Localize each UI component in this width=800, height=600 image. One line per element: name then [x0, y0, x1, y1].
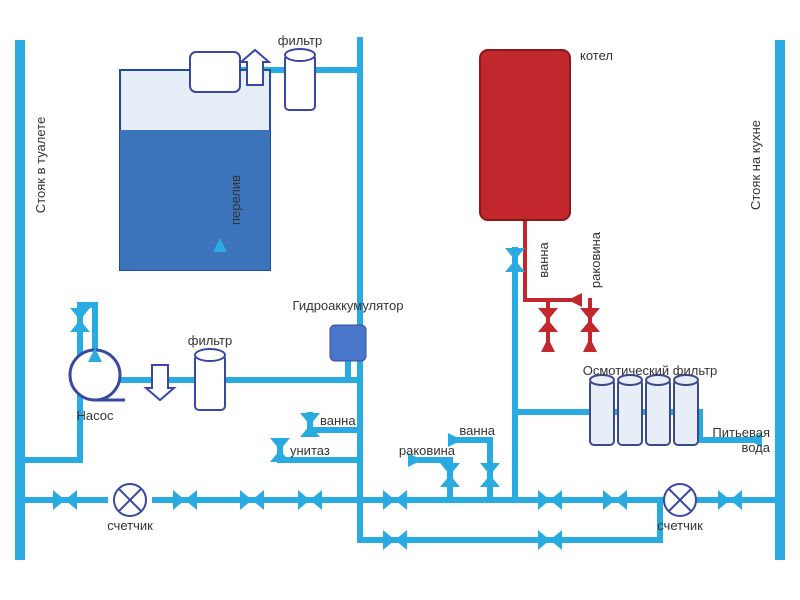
flow-arrow-icon [541, 338, 555, 352]
valve-icon [240, 490, 264, 510]
diagram-label: Стояк на кухне [748, 120, 763, 210]
diagram-label: Осмотический фильтр [583, 363, 718, 378]
valve-icon [383, 530, 407, 550]
valve-icon [505, 248, 525, 272]
water-tank [120, 70, 270, 270]
flow-arrow-icon [583, 338, 597, 352]
valve-icon [173, 490, 197, 510]
filter-top [285, 49, 315, 110]
hydro-accumulator [330, 325, 366, 361]
valve-icon [580, 308, 600, 332]
valve-icon [53, 490, 77, 510]
diagram-label: Питьевая [712, 425, 770, 440]
valve-icon [440, 463, 460, 487]
diagram-label: ванна [536, 241, 551, 277]
flow-arrow-icon [568, 293, 582, 307]
water-meter [114, 484, 146, 516]
valve-icon [538, 530, 562, 550]
valve-icon [298, 490, 322, 510]
diagram-label: ванна [320, 413, 356, 428]
diagram-label: вода [741, 440, 770, 455]
diagram-label: фильтр [278, 33, 322, 48]
equipment-nodes [70, 49, 698, 516]
boiler [480, 50, 570, 220]
valve-icon [718, 490, 742, 510]
tank-inlet-box [190, 52, 240, 92]
valve-icon [70, 308, 90, 332]
diagram-label: фильтр [188, 333, 232, 348]
diagram-label: раковина [399, 443, 456, 458]
valve-icon [538, 308, 558, 332]
diagram-label: ванна [459, 423, 495, 438]
diagram-label: котел [580, 48, 613, 63]
diagram-label: Стояк в туалете [33, 117, 48, 213]
plumbing-diagram: фильтр котел Стояк в туалете Стояк на кухне… [0, 0, 800, 600]
water-meter [664, 484, 696, 516]
diagram-label: перелив [228, 175, 243, 225]
diagram-label: счетчик [657, 518, 703, 533]
valve-icon [480, 463, 500, 487]
diagram-label: Насос [77, 408, 114, 423]
diagram-label: раковина [588, 231, 603, 288]
diagram-label: унитаз [290, 443, 330, 458]
diagram-label: Гидроаккумулятор [293, 298, 404, 313]
valve-icon [603, 490, 627, 510]
valve-icon [300, 413, 320, 437]
hot-pipes [525, 220, 590, 340]
diagram-label: счетчик [107, 518, 153, 533]
filter-mid [195, 349, 225, 410]
valve-icon [538, 490, 562, 510]
valve-icon [383, 490, 407, 510]
